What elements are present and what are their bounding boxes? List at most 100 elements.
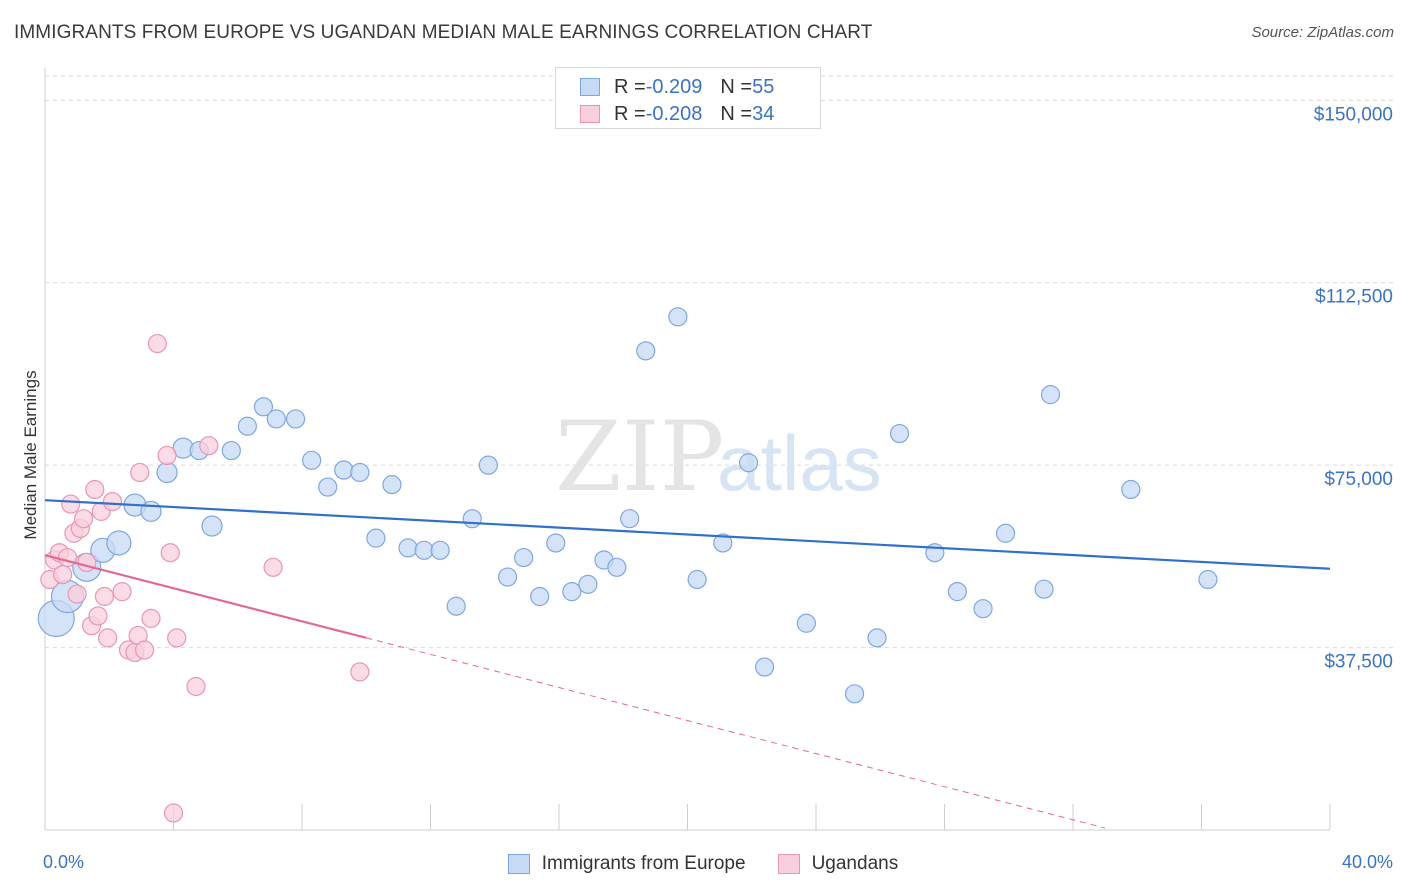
ugandan-point[interactable] xyxy=(98,628,118,648)
correlation-legend: R = -0.209 N = 55 R = -0.208 N = 34 xyxy=(555,67,821,129)
legend-row-europe: R = -0.209 N = 55 xyxy=(580,74,774,100)
europe-point[interactable] xyxy=(1034,579,1054,599)
legend-r-value: -0.209 xyxy=(645,75,703,98)
europe-point[interactable] xyxy=(366,528,386,548)
ugandan-point[interactable] xyxy=(160,543,180,563)
europe-point[interactable] xyxy=(546,533,566,553)
legend-n-label: N = xyxy=(720,102,753,125)
legend-r-label: R = xyxy=(614,102,646,125)
europe-point[interactable] xyxy=(414,540,434,560)
series-swatch-ugandans xyxy=(777,854,800,874)
europe-point[interactable] xyxy=(578,574,598,594)
europe-point[interactable] xyxy=(498,567,518,587)
europe-point[interactable] xyxy=(1040,385,1061,405)
europe-point[interactable] xyxy=(253,397,274,417)
series-label-ugandans: Ugandans xyxy=(811,853,899,874)
europe-point[interactable] xyxy=(382,475,402,495)
europe-point[interactable] xyxy=(620,509,640,529)
ugandan-point[interactable] xyxy=(147,333,168,354)
europe-point[interactable] xyxy=(687,569,707,590)
ugandan-point[interactable] xyxy=(61,494,81,514)
chart-title: IMMIGRANTS FROM EUROPE VS UGANDAN MEDIAN… xyxy=(14,22,873,43)
y-tick-label: $112,500 xyxy=(1315,287,1393,308)
ugandan-point[interactable] xyxy=(157,445,177,466)
ugandan-point[interactable] xyxy=(163,803,184,823)
trend-layer xyxy=(44,499,1331,829)
europe-point[interactable] xyxy=(530,586,550,607)
ugandan-point[interactable] xyxy=(199,436,219,456)
legend-n-value: 34 xyxy=(752,102,775,125)
ugandan-point[interactable] xyxy=(73,509,94,529)
europe-point[interactable] xyxy=(237,416,257,436)
europe-point[interactable] xyxy=(221,440,241,461)
europe-point[interactable] xyxy=(398,538,418,558)
europe-point[interactable] xyxy=(350,462,370,483)
points-layer xyxy=(37,307,1218,823)
europe-point[interactable] xyxy=(266,409,286,429)
europe-point[interactable] xyxy=(973,599,993,619)
europe-point[interactable] xyxy=(514,547,534,568)
europe-point[interactable] xyxy=(201,515,223,537)
ugandan-point[interactable] xyxy=(141,608,161,628)
series-legend-ugandans[interactable]: Ugandans xyxy=(777,853,899,875)
legend-r-value: -0.208 xyxy=(645,102,703,125)
europe-point[interactable] xyxy=(668,307,688,327)
series-legend-europe[interactable]: Immigrants from Europe xyxy=(507,853,746,875)
europe-point[interactable] xyxy=(607,557,627,577)
europe-point[interactable] xyxy=(478,455,498,475)
europe-point[interactable] xyxy=(106,530,132,556)
ugandan-point[interactable] xyxy=(85,479,105,500)
europe-point[interactable] xyxy=(285,409,306,429)
y-tick-label: $37,500 xyxy=(1324,652,1393,673)
europe-point[interactable] xyxy=(562,582,582,602)
ugandan-point[interactable] xyxy=(94,586,115,607)
ugandan-point[interactable] xyxy=(167,628,187,648)
europe-point[interactable] xyxy=(995,523,1016,543)
axis-layer xyxy=(44,68,1331,831)
series-swatch-europe xyxy=(507,854,530,874)
ugandan-point[interactable] xyxy=(350,662,370,682)
europe-point[interactable] xyxy=(446,596,466,616)
europe-point[interactable] xyxy=(889,423,910,444)
europe-point[interactable] xyxy=(1198,569,1218,590)
legend-n-label: N = xyxy=(720,75,753,98)
ugandan-point[interactable] xyxy=(186,676,206,697)
ugandan-point[interactable] xyxy=(102,492,123,512)
europe-point[interactable] xyxy=(636,341,656,361)
europe-point[interactable] xyxy=(754,657,775,677)
y-tick-label: $75,000 xyxy=(1324,469,1393,490)
europe-point[interactable] xyxy=(844,684,865,704)
europe-point[interactable] xyxy=(738,453,759,473)
europe-point[interactable] xyxy=(462,509,482,529)
ugandan-point[interactable] xyxy=(88,606,108,626)
series-legend: Immigrants from Europe Ugandans xyxy=(0,850,1406,878)
ugandan-point[interactable] xyxy=(263,557,283,577)
europe-point[interactable] xyxy=(156,461,178,484)
europe-point[interactable] xyxy=(430,540,450,560)
legend-r-label: R = xyxy=(614,75,646,98)
europe-point[interactable] xyxy=(867,628,887,648)
europe-point[interactable] xyxy=(334,460,354,480)
ugandan-point[interactable] xyxy=(77,552,97,573)
ugandan-point[interactable] xyxy=(67,584,87,604)
europe-point[interactable] xyxy=(713,533,733,553)
europe-point[interactable] xyxy=(947,582,967,602)
europe-point[interactable] xyxy=(796,613,816,633)
chart-source: Source: ZipAtlas.com xyxy=(1251,24,1394,41)
ugandan-point[interactable] xyxy=(53,565,73,585)
europe-trend-line xyxy=(44,499,1331,570)
ugandan-point[interactable] xyxy=(134,640,155,660)
legend-n-value: 55 xyxy=(752,75,775,98)
europe-point[interactable] xyxy=(318,477,338,497)
europe-point[interactable] xyxy=(302,450,322,470)
ugandan-trend-extension xyxy=(366,637,1106,829)
y-axis-label: Median Male Earnings xyxy=(21,370,40,539)
ugandan-point[interactable] xyxy=(57,547,78,568)
x-tick-label: 40.0% xyxy=(1342,852,1393,872)
legend-swatch-europe xyxy=(580,78,600,96)
europe-point[interactable] xyxy=(1121,479,1141,500)
watermark: ZIP atlas xyxy=(555,401,882,513)
ugandan-point[interactable] xyxy=(130,462,150,483)
ugandan-point[interactable] xyxy=(112,582,132,602)
